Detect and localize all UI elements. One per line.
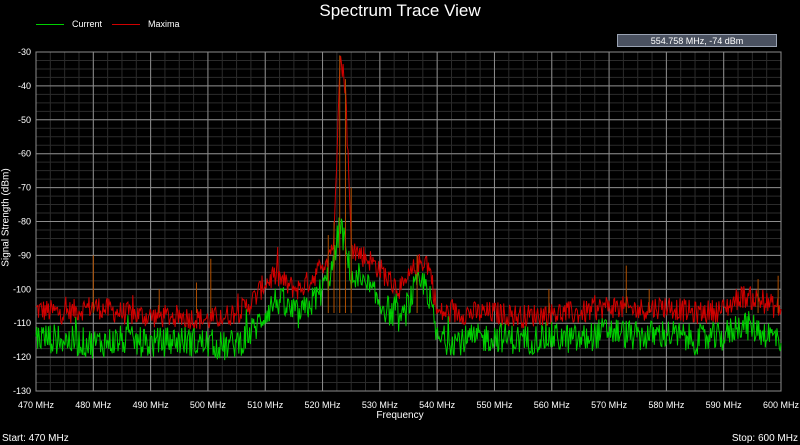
x-tick-label: 570 MHz: [591, 400, 628, 410]
x-tick-label: 490 MHz: [133, 400, 170, 410]
x-tick-label: 560 MHz: [534, 400, 571, 410]
y-tick-label: -80: [18, 217, 31, 227]
y-tick-label: -60: [18, 149, 31, 159]
x-tick-label: 540 MHz: [419, 400, 456, 410]
trace-maxima: [35, 55, 782, 330]
legend-item-current: Current: [36, 17, 102, 31]
cursor-readout: 554.758 MHz, -74 dBm: [617, 34, 777, 47]
y-tick-label: -90: [18, 250, 31, 260]
stop-frequency: Stop: 600 MHz: [731, 433, 798, 444]
legend-label-current: Current: [72, 19, 103, 29]
legend-swatch-current: [36, 23, 64, 25]
x-tick-label: 590 MHz: [706, 400, 743, 410]
chart-title: Spectrum Trace View: [319, 1, 481, 20]
x-tick-label: 550 MHz: [476, 400, 513, 410]
y-tick-label: -70: [18, 183, 31, 193]
y-tick-label: -100: [13, 284, 31, 294]
x-tick-label: 470 MHz: [18, 400, 55, 410]
y-axis-label: Signal Strength (dBm): [0, 168, 12, 267]
start-frequency: Start: 470 MHz: [2, 433, 69, 444]
trace-current: [35, 217, 782, 361]
y-tick-label: -110: [14, 318, 31, 328]
y-tick-label: -50: [18, 115, 31, 125]
x-tick-label: 520 MHz: [305, 400, 342, 410]
legend-item-maxima: Maxima: [112, 17, 180, 31]
x-axis-label: Frequency: [376, 410, 424, 421]
y-tick-label: -130: [13, 386, 31, 396]
y-tick-label: -30: [18, 47, 31, 57]
legend-label-maxima: Maxima: [148, 19, 180, 29]
x-tick-label: 510 MHz: [247, 400, 284, 410]
legend-swatch-maxima: [112, 23, 140, 25]
x-tick-label: 500 MHz: [190, 400, 227, 410]
x-tick-label: 530 MHz: [362, 400, 399, 410]
y-tick-label: -120: [13, 352, 31, 362]
x-tick-label: 600 MHz: [763, 400, 800, 410]
y-tick-label: -40: [18, 81, 31, 91]
x-tick-label: 480 MHz: [75, 400, 112, 410]
x-tick-label: 580 MHz: [648, 400, 685, 410]
